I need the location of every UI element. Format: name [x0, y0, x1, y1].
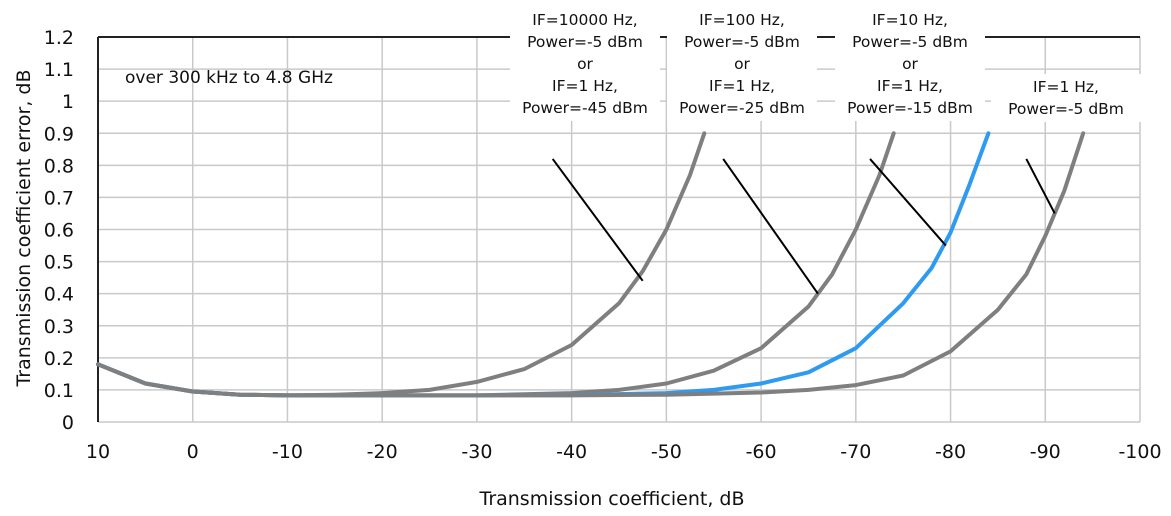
annotation-text: IF=1 Hz, [877, 77, 943, 95]
y-tick-label: 1.1 [44, 59, 74, 81]
x-tick-label: -100 [1118, 441, 1161, 463]
series-line-4 [96, 131, 1086, 398]
y-tick-label: 1.2 [44, 27, 74, 49]
annotation-leaders [551, 158, 1056, 295]
annotation-leader-4 [1025, 158, 1056, 214]
y-tick-label: 0.4 [44, 284, 74, 306]
y-tick-label: 0.7 [44, 187, 74, 209]
annotation-box-1 [510, 7, 660, 121]
x-tick-label: 10 [86, 441, 110, 463]
x-tick-label: -90 [1030, 441, 1061, 463]
y-tick-label: 0.3 [44, 316, 74, 338]
annotation-text: IF=10 Hz, [872, 11, 948, 29]
x-tick-label: -10 [272, 441, 303, 463]
annotation-text: IF=100 Hz, [699, 11, 785, 29]
annotation-text: or [577, 55, 593, 73]
y-tick-label: 0.5 [44, 252, 74, 274]
annotation-leader-3 [869, 158, 947, 247]
annotation-text: Power=-5 dBm [527, 33, 643, 51]
y-axis-label: Transmission coefficient error, dB [13, 69, 35, 387]
annotation-text: Power=-5 dBm [684, 33, 800, 51]
x-tick-label: -20 [367, 441, 398, 463]
annotation-text: or [734, 55, 750, 73]
annotations: IF=10000 Hz, Power=-5 dBm or IF=1 Hz, Power=… [510, 7, 1141, 122]
chart-note: over 300 kHz to 4.8 GHz [125, 68, 333, 88]
y-tick-labels: 0 0.1 0.2 0.3 0.4 0.5 0.6 0.7 0.8 0.9 1 1.1 1.2 [44, 27, 74, 434]
x-tick-label: -30 [461, 441, 492, 463]
annotation-text: Power=-15 dBm [847, 99, 973, 117]
x-tick-label: 0 [187, 441, 199, 463]
annotation-text: IF=1 Hz, [1033, 78, 1099, 96]
series-group [96, 131, 1086, 398]
annotation-text: Power=-5 dBm [852, 33, 968, 51]
x-axis-label: Transmission coefficient, dB [479, 488, 745, 510]
x-tick-label: -70 [840, 441, 871, 463]
x-tick-label: -50 [651, 441, 682, 463]
y-tick-label: 0.2 [44, 348, 74, 370]
y-tick-label: 0.9 [44, 123, 74, 145]
y-tick-label: 0.1 [44, 380, 74, 402]
x-tick-label: -60 [746, 441, 777, 463]
annotation-box-4 [991, 74, 1141, 122]
y-tick-label: 0 [62, 412, 74, 434]
x-tick-label: -40 [556, 441, 587, 463]
y-tick-label: 0.6 [44, 220, 74, 242]
annotation-leader-2 [722, 158, 819, 295]
annotation-box-3 [835, 7, 985, 121]
annotation-text: or [902, 55, 918, 73]
annotation-box-2 [667, 7, 817, 121]
annotation-text: Power=-25 dBm [679, 99, 805, 117]
annotation-text: IF=1 Hz, [552, 77, 618, 95]
x-tick-label: -80 [935, 441, 966, 463]
annotation-text: Power=-45 dBm [522, 99, 648, 117]
x-tick-labels: 10 0 -10 -20 -30 -40 -50 -60 -70 -80 -90 -100 [86, 441, 1162, 463]
annotation-text: Power=-5 dBm [1008, 100, 1124, 118]
annotation-text: IF=1 Hz, [709, 77, 775, 95]
annotation-leader-1 [551, 158, 644, 282]
y-tick-label: 1 [62, 91, 74, 113]
y-tick-label: 0.8 [44, 155, 74, 177]
annotation-text: IF=10000 Hz, [532, 11, 637, 29]
